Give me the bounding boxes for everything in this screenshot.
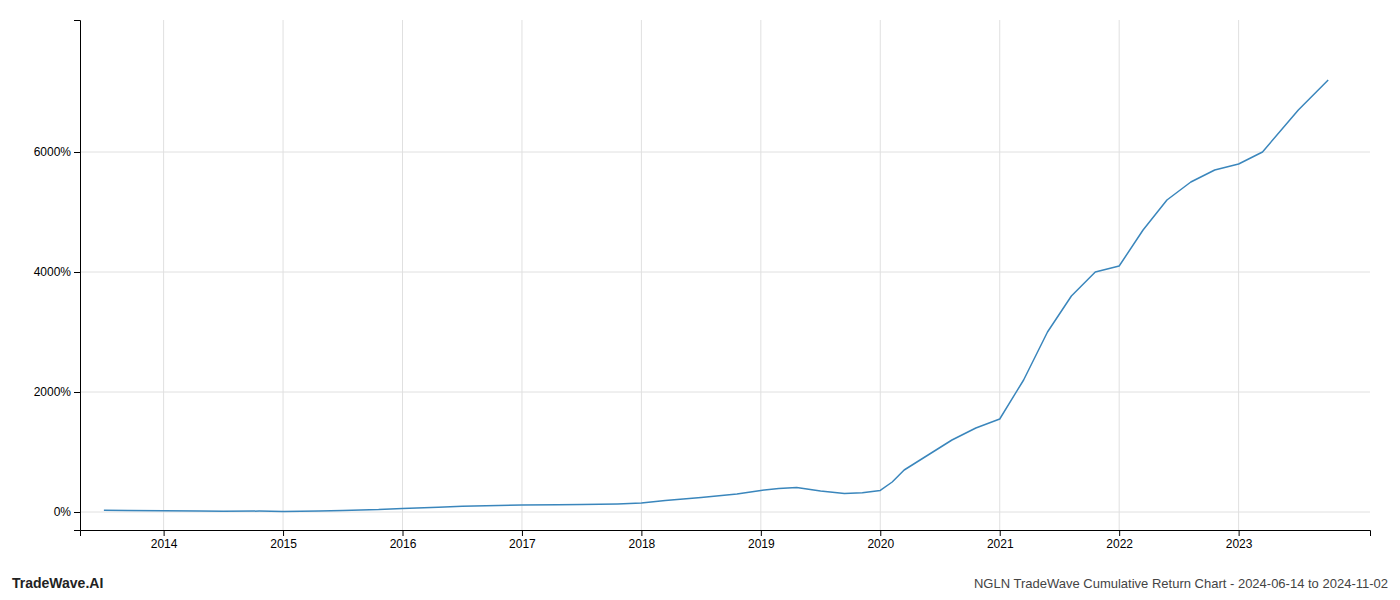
line [104,80,1328,511]
y-axis: 0% 2000% 4000% 6000% [34,21,81,531]
grid-line-y [80,152,1370,153]
x-axis-line [81,531,1371,537]
x-tick: 2017 [509,530,536,551]
x-tick-mark [880,530,881,536]
grid-line-x [163,20,164,530]
grid [80,20,1370,530]
grid-line-x [760,20,761,530]
x-tick-mark [761,530,762,536]
y-tick-mark [74,512,80,513]
x-tick: 2019 [748,530,775,551]
y-tick-mark [74,392,80,393]
x-tick-mark [1000,530,1001,536]
marks [104,80,1328,511]
grid-line-x [880,20,881,530]
x-tick: 2023 [1226,530,1253,551]
y-axis-line [74,21,81,531]
y-tick: 2000% [34,385,80,399]
grid-line-x [402,20,403,530]
y-tick: 6000% [34,145,80,159]
y-tick-mark [74,272,80,273]
x-tick: 2020 [867,530,894,551]
watermark: TradeWave.AI [12,575,103,591]
x-axis: 2014 2015 2016 2017 2018 2019 2020 2021 2022 2023 [81,530,1371,551]
y-tick: 0% [54,505,80,519]
grid-line-y [80,392,1370,393]
grid-line-x [521,20,522,530]
title: NGLN TradeWave Cumulative Return Chart -… [974,576,1388,591]
x-tick-mark [522,530,523,536]
y-tick-label: 6000% [34,145,72,159]
x-tick-label: 2021 [987,537,1014,551]
x-tick: 2021 [987,530,1014,551]
y-tick-label: 0% [54,505,72,519]
x-tick: 2018 [629,530,656,551]
x-tick-label: 2016 [390,537,417,551]
x-tick-label: 2017 [509,537,536,551]
x-tick-label: 2022 [1106,537,1133,551]
x-tick-label: 2015 [270,537,297,551]
x-tick-label: 2020 [867,537,894,551]
grid-line-x [1238,20,1239,530]
x-tick-mark [641,530,642,536]
x-tick: 2016 [390,530,417,551]
grid-line-x [1119,20,1120,530]
y-tick-label: 2000% [34,385,72,399]
grid-line-x [283,20,284,530]
x-tick-label: 2019 [748,537,775,551]
chart: 2014 2015 2016 2017 2018 2019 2020 2021 2022 2023… [0,0,1400,600]
x-tick: 2014 [151,530,178,551]
y-tick: 4000% [34,265,80,279]
plot: 2014 2015 2016 2017 2018 2019 2020 2021 2022 2023… [34,20,1371,551]
x-tick-mark [1119,530,1120,536]
x-tick-label: 2023 [1226,537,1253,551]
y-tick-label: 4000% [34,265,72,279]
y-tick-mark [74,152,80,153]
x-tick-label: 2014 [151,537,178,551]
x-tick-mark [283,530,284,536]
x-tick: 2022 [1106,530,1133,551]
x-tick-mark [1239,530,1240,536]
x-tick-mark [403,530,404,536]
grid-line-x [999,20,1000,530]
x-tick-mark [164,530,165,536]
x-tick-label: 2018 [629,537,656,551]
grid-line-x [641,20,642,530]
grid-line-y [80,272,1370,273]
x-tick: 2015 [270,530,297,551]
